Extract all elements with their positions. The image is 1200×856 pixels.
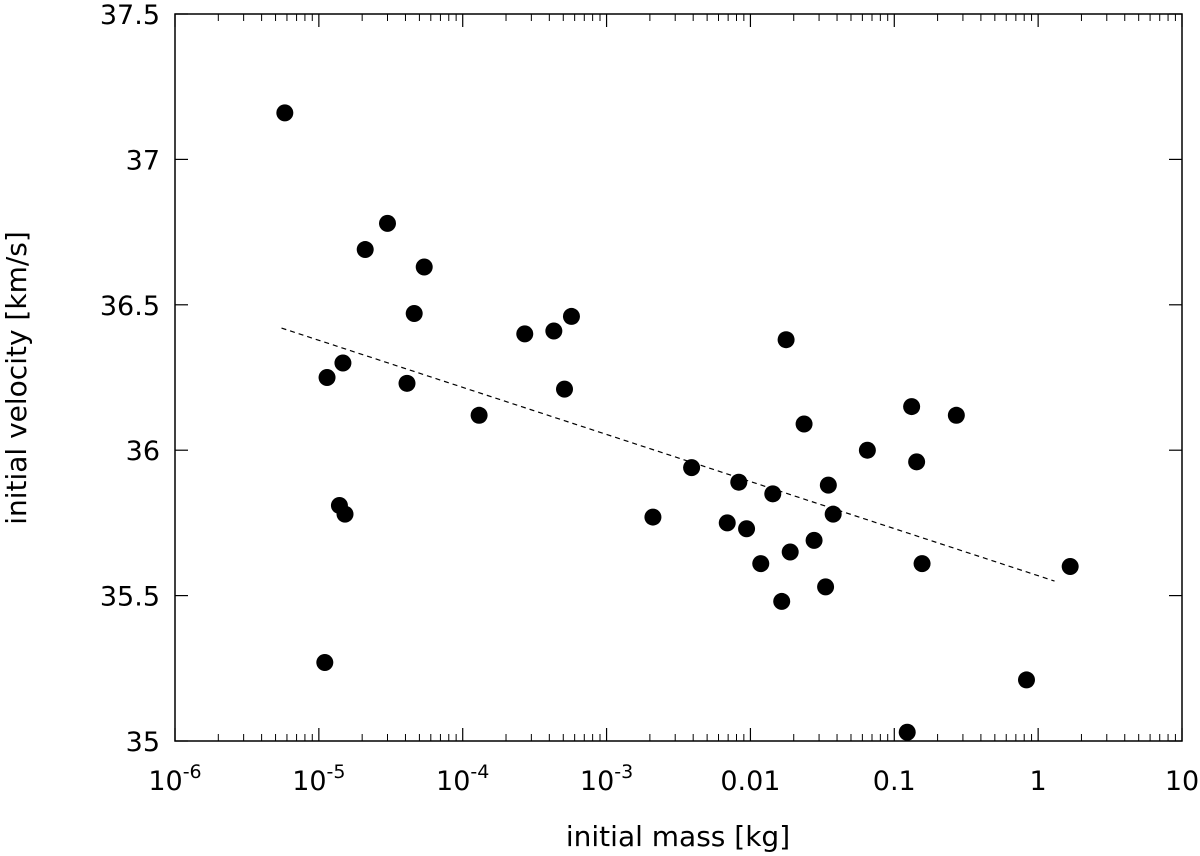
y-tick-label: 36: [126, 436, 160, 467]
data-point: [903, 398, 921, 416]
x-tick-label: 0.01: [720, 766, 780, 797]
data-point: [1018, 671, 1036, 689]
trend-line: [281, 327, 1055, 582]
data-point: [405, 305, 423, 323]
data-point: [817, 578, 835, 596]
data-points: [276, 104, 1079, 741]
data-point: [683, 459, 701, 477]
data-point: [819, 476, 837, 494]
x-axis-label: initial mass [kg]: [566, 820, 790, 853]
data-point: [781, 543, 799, 561]
data-point: [470, 406, 488, 424]
data-point: [516, 325, 534, 343]
x-tick-label: 10-3: [580, 761, 633, 797]
tick-marks: [174, 13, 1183, 742]
data-point: [276, 104, 294, 122]
x-tick-label: 10-5: [292, 761, 345, 797]
data-point: [545, 322, 563, 340]
x-tick-label: 10: [1165, 766, 1199, 797]
y-tick-label: 35: [126, 727, 160, 758]
data-point: [752, 555, 770, 573]
data-point: [777, 331, 795, 349]
data-point: [730, 473, 748, 491]
data-point: [334, 354, 352, 372]
trend-line-layer: [281, 327, 1055, 582]
data-point: [556, 380, 574, 398]
data-point: [824, 505, 842, 523]
data-point: [913, 555, 931, 573]
data-point: [562, 307, 580, 325]
x-tick-label: 1: [1030, 766, 1047, 797]
data-point: [773, 592, 791, 610]
data-point: [764, 485, 782, 503]
x-tick-label: 0.1: [873, 766, 916, 797]
data-point: [1061, 558, 1079, 576]
data-point: [898, 723, 916, 741]
data-point: [336, 505, 354, 523]
y-tick-label: 37: [126, 145, 160, 176]
data-point: [316, 653, 334, 671]
y-tick-label: 36.5: [100, 291, 160, 322]
data-point: [378, 214, 396, 232]
data-point: [908, 453, 926, 471]
data-point: [947, 406, 965, 424]
x-tick-label: 10-4: [436, 761, 489, 797]
y-tick-label: 35.5: [100, 582, 160, 613]
data-point: [398, 374, 416, 392]
y-tick-labels: 35 35.5 36 36.5 37 37.5: [100, 0, 160, 758]
data-point: [644, 508, 662, 526]
x-tick-labels: 10-6 10-5 10-4 10-3 0.01 0.1 1 10: [148, 761, 1199, 797]
y-tick-label: 37.5: [100, 0, 160, 31]
y-axis-label: initial velocity [km/s]: [0, 231, 33, 525]
x-tick-label: 10-6: [148, 761, 201, 797]
data-point: [718, 514, 736, 532]
data-point: [858, 441, 876, 459]
data-point: [415, 258, 433, 276]
data-point: [738, 520, 756, 538]
data-point: [795, 415, 813, 433]
data-point: [318, 369, 336, 386]
plot-frame: [174, 13, 1183, 742]
data-point: [356, 241, 374, 259]
data-point: [805, 531, 823, 549]
